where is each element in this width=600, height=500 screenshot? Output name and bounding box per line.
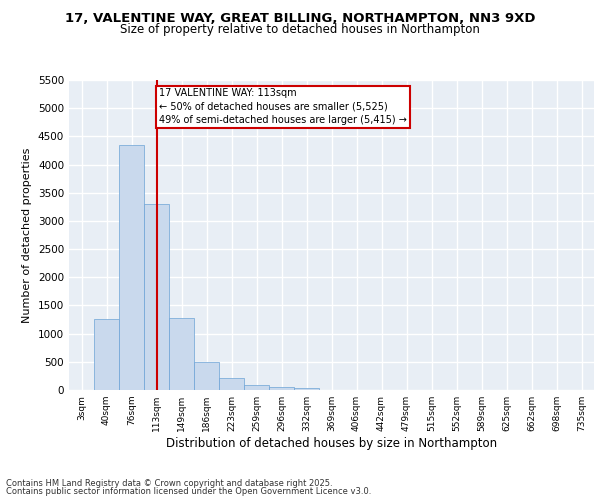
Bar <box>269 386 294 390</box>
Y-axis label: Number of detached properties: Number of detached properties <box>22 148 32 322</box>
Bar <box>294 388 319 390</box>
Bar <box>144 204 169 390</box>
Text: Contains HM Land Registry data © Crown copyright and database right 2025.: Contains HM Land Registry data © Crown c… <box>6 478 332 488</box>
Bar <box>169 318 194 390</box>
Text: 17, VALENTINE WAY, GREAT BILLING, NORTHAMPTON, NN3 9XD: 17, VALENTINE WAY, GREAT BILLING, NORTHA… <box>65 12 535 26</box>
Text: 17 VALENTINE WAY: 113sqm
← 50% of detached houses are smaller (5,525)
49% of sem: 17 VALENTINE WAY: 113sqm ← 50% of detach… <box>159 88 407 125</box>
Bar <box>244 385 269 390</box>
Bar <box>194 362 219 390</box>
Bar <box>119 145 144 390</box>
X-axis label: Distribution of detached houses by size in Northampton: Distribution of detached houses by size … <box>166 437 497 450</box>
Text: Size of property relative to detached houses in Northampton: Size of property relative to detached ho… <box>120 22 480 36</box>
Bar <box>94 320 119 390</box>
Bar <box>219 378 244 390</box>
Text: Contains public sector information licensed under the Open Government Licence v3: Contains public sector information licen… <box>6 487 371 496</box>
